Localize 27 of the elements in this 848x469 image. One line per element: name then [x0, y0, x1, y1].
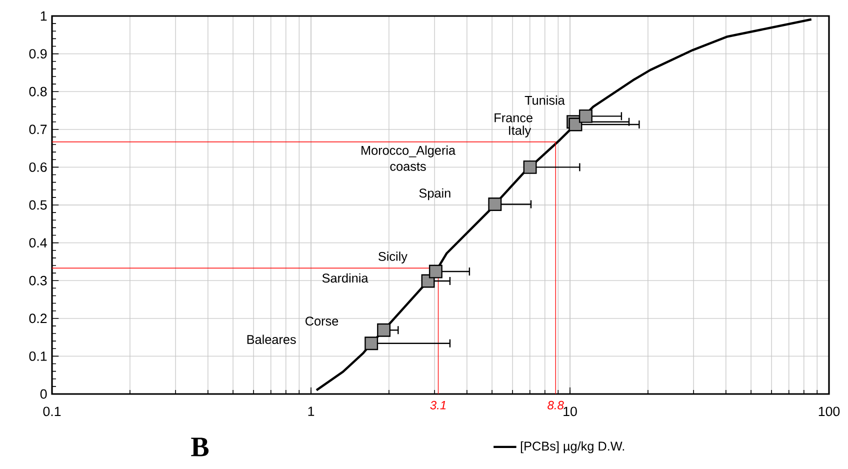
y-tick-label: 0.7: [29, 124, 47, 134]
x-tick-label: 10: [564, 406, 577, 416]
annotation: 3.1: [430, 400, 446, 410]
annotation: Italy: [509, 126, 532, 138]
y-tick-label: 0.6: [29, 162, 47, 172]
y-tick-label: 0.4: [29, 238, 47, 248]
annotation: Spain: [419, 188, 450, 200]
y-tick-label: 1: [40, 11, 47, 21]
annotation: 8.8: [548, 400, 564, 410]
x-tick-label: 100: [818, 406, 840, 416]
annotation: France: [494, 113, 532, 122]
y-tick-label: 0.5: [29, 200, 47, 210]
annotation: Corse: [306, 316, 338, 326]
annotation: Tunisia: [524, 96, 565, 105]
y-tick-label: 0.2: [29, 314, 47, 324]
legend-label: [PCBs] µg/kg D.W.: [520, 441, 624, 454]
annotation: Sardinia: [322, 273, 368, 283]
x-tick-label: 1: [308, 406, 314, 416]
annotation: Morocco_Algeria coasts: [362, 146, 456, 171]
annotation: Baleares: [247, 334, 296, 344]
y-tick-label: 0.8: [29, 86, 47, 96]
text: B: [191, 438, 209, 456]
y-tick-label: 0.9: [29, 49, 47, 59]
annotation: Sicily: [378, 252, 408, 264]
y-tick-label: 0: [40, 389, 47, 399]
y-tick-label: 0.3: [29, 276, 47, 286]
y-tick-label: 0.1: [29, 351, 47, 361]
